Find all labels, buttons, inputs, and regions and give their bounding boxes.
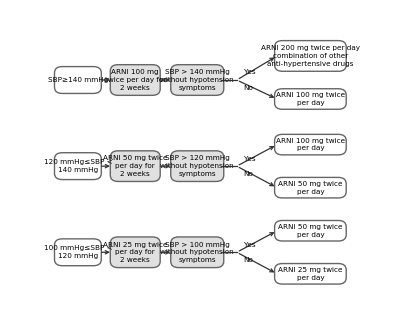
FancyBboxPatch shape [274,220,346,241]
Text: 100 mmHg≤SBP <
120 mmHg: 100 mmHg≤SBP < 120 mmHg [44,245,112,259]
Text: ARNI 50 mg twice
per day: ARNI 50 mg twice per day [278,181,343,194]
Text: 120 mmHg≤SBP <
140 mmHg: 120 mmHg≤SBP < 140 mmHg [44,159,112,173]
Text: ARNI 50 mg twice
per day: ARNI 50 mg twice per day [278,224,343,238]
Text: SBP > 140 mmHg
without hypotension
symptoms: SBP > 140 mmHg without hypotension sympt… [160,69,234,91]
FancyBboxPatch shape [171,65,224,95]
FancyBboxPatch shape [171,151,224,182]
Text: ARNI 100 mg
twice per day for
2 weeks: ARNI 100 mg twice per day for 2 weeks [105,69,166,91]
Text: Yes: Yes [244,156,255,162]
Text: Yes: Yes [244,242,255,248]
FancyBboxPatch shape [54,239,101,266]
FancyBboxPatch shape [274,134,346,155]
FancyBboxPatch shape [274,264,346,284]
Text: ARNI 25 mg twice
per day: ARNI 25 mg twice per day [278,267,343,281]
FancyBboxPatch shape [54,153,101,180]
Text: No: No [244,171,254,177]
Text: ARNI 200 mg twice per day
combination of other
anti-hypertensive drugs: ARNI 200 mg twice per day combination of… [261,45,360,67]
FancyBboxPatch shape [274,40,346,71]
Text: No: No [244,85,254,90]
Text: ARNI 25 mg twice
per day for
2 weeks: ARNI 25 mg twice per day for 2 weeks [103,241,168,263]
Text: Yes: Yes [244,69,255,75]
FancyBboxPatch shape [110,151,160,182]
FancyBboxPatch shape [110,65,160,95]
FancyBboxPatch shape [110,237,160,267]
Text: No: No [244,257,254,263]
FancyBboxPatch shape [274,89,346,109]
FancyBboxPatch shape [171,237,224,267]
Text: ARNI 100 mg twice
per day: ARNI 100 mg twice per day [276,138,345,151]
FancyBboxPatch shape [54,66,101,93]
Text: ARNI 100 mg twice
per day: ARNI 100 mg twice per day [276,92,345,106]
Text: SBP > 120 mmHg
without hypotension
symptoms: SBP > 120 mmHg without hypotension sympt… [160,155,234,177]
Text: ARNI 50 mg twice
per day for
2 weeks: ARNI 50 mg twice per day for 2 weeks [103,155,168,177]
Text: SBP≥140 mmHg: SBP≥140 mmHg [48,77,108,83]
FancyBboxPatch shape [274,177,346,198]
Text: SBP > 100 mmHg
without hypotension
symptoms: SBP > 100 mmHg without hypotension sympt… [160,241,234,263]
